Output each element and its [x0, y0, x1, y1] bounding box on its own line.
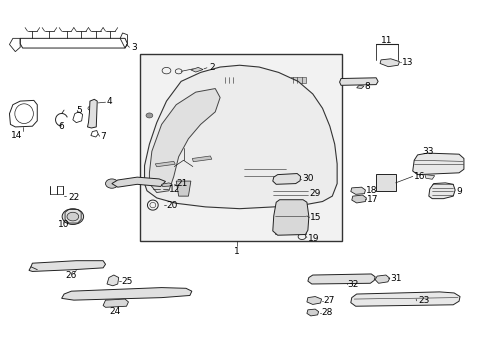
- Text: 7: 7: [101, 132, 106, 141]
- Bar: [274, 205, 305, 226]
- Text: 27: 27: [323, 296, 334, 305]
- Bar: [272, 185, 307, 200]
- Polygon shape: [190, 67, 203, 72]
- Bar: [222, 77, 238, 83]
- Text: 8: 8: [363, 82, 369, 91]
- Text: 16: 16: [413, 172, 425, 181]
- Circle shape: [105, 179, 118, 188]
- Text: 11: 11: [380, 36, 392, 45]
- Circle shape: [177, 195, 184, 201]
- Text: 13: 13: [401, 58, 412, 67]
- Text: 25: 25: [122, 276, 133, 285]
- Polygon shape: [307, 274, 374, 284]
- Text: 6: 6: [58, 122, 64, 131]
- Circle shape: [67, 212, 79, 221]
- Polygon shape: [176, 181, 190, 196]
- Circle shape: [62, 209, 83, 225]
- Polygon shape: [379, 59, 399, 67]
- Text: 24: 24: [109, 307, 121, 316]
- Text: 17: 17: [366, 194, 378, 203]
- Circle shape: [148, 162, 158, 169]
- Text: 30: 30: [302, 175, 313, 184]
- Bar: [244, 166, 285, 187]
- Text: 18: 18: [366, 186, 377, 195]
- Bar: [375, 174, 395, 192]
- Text: 3: 3: [131, 43, 136, 52]
- Polygon shape: [192, 156, 211, 162]
- Polygon shape: [306, 309, 318, 316]
- Circle shape: [155, 139, 211, 181]
- Polygon shape: [350, 292, 459, 306]
- Text: 5: 5: [76, 105, 82, 114]
- Text: 15: 15: [310, 213, 321, 222]
- Text: 29: 29: [308, 189, 320, 198]
- Polygon shape: [351, 195, 366, 203]
- Polygon shape: [155, 161, 175, 167]
- Text: 20: 20: [166, 201, 178, 210]
- Polygon shape: [356, 85, 363, 89]
- Text: 19: 19: [307, 234, 319, 243]
- Polygon shape: [374, 275, 389, 283]
- Bar: [290, 77, 306, 83]
- Bar: [140, 54, 341, 241]
- Text: 28: 28: [321, 308, 332, 317]
- Polygon shape: [339, 78, 377, 85]
- Circle shape: [250, 108, 257, 113]
- Text: 22: 22: [68, 193, 79, 202]
- Polygon shape: [144, 65, 336, 209]
- Bar: [244, 146, 285, 162]
- Polygon shape: [428, 183, 454, 199]
- Polygon shape: [424, 175, 434, 179]
- Polygon shape: [350, 187, 365, 194]
- Polygon shape: [272, 174, 300, 184]
- Polygon shape: [149, 89, 220, 193]
- Text: 32: 32: [346, 280, 358, 289]
- Circle shape: [172, 152, 194, 168]
- Text: 21: 21: [176, 179, 187, 188]
- Polygon shape: [412, 153, 463, 175]
- Text: 12: 12: [168, 185, 180, 194]
- Polygon shape: [107, 275, 119, 286]
- Polygon shape: [103, 299, 128, 307]
- Ellipse shape: [167, 125, 209, 149]
- Text: 2: 2: [209, 63, 215, 72]
- Text: 23: 23: [417, 296, 428, 305]
- Text: 14: 14: [11, 131, 23, 140]
- Polygon shape: [112, 177, 165, 187]
- Polygon shape: [29, 261, 105, 271]
- Text: 4: 4: [107, 97, 112, 106]
- Polygon shape: [61, 288, 191, 300]
- Text: 33: 33: [421, 147, 433, 156]
- Polygon shape: [272, 200, 308, 235]
- Polygon shape: [161, 183, 172, 186]
- Bar: [274, 227, 305, 234]
- Text: 26: 26: [65, 270, 76, 279]
- Circle shape: [255, 194, 262, 199]
- Circle shape: [146, 113, 153, 118]
- Text: 31: 31: [389, 274, 401, 283]
- Polygon shape: [306, 297, 321, 305]
- Text: 1: 1: [233, 247, 239, 256]
- Bar: [242, 144, 288, 194]
- Polygon shape: [87, 99, 97, 128]
- Text: 10: 10: [58, 220, 70, 229]
- Text: 9: 9: [455, 187, 461, 196]
